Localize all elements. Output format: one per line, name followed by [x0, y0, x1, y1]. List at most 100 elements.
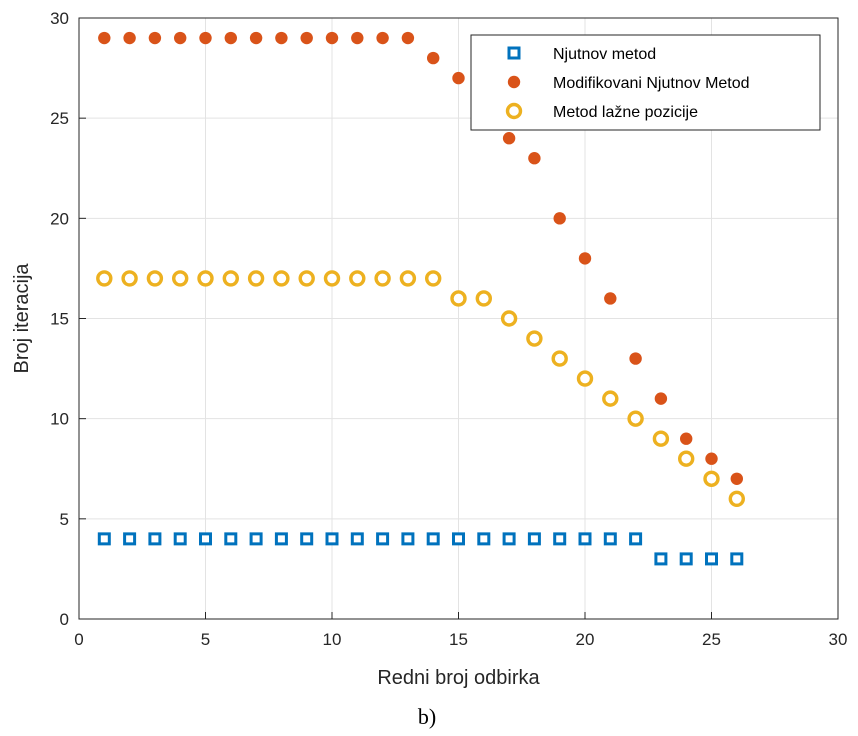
data-point	[98, 31, 111, 45]
data-point	[477, 532, 491, 546]
data-point	[450, 290, 467, 307]
data-point	[629, 532, 643, 546]
data-point	[629, 352, 642, 365]
data-point	[249, 532, 263, 546]
data-point	[123, 31, 136, 45]
data-point	[705, 452, 718, 465]
data-point	[654, 552, 668, 566]
axis-ticks: 0 5 10 15 20 25 30 0 5 10 15 20 25 30	[50, 9, 847, 649]
data-point	[274, 532, 288, 546]
series-3	[96, 270, 745, 507]
data-point	[553, 532, 567, 546]
data-point	[452, 71, 465, 85]
x-tick-label: 30	[829, 630, 848, 649]
legend-marker	[507, 75, 521, 89]
legend-marker	[507, 46, 521, 60]
data-point	[273, 270, 290, 287]
data-point	[730, 472, 743, 485]
data-point	[427, 51, 440, 65]
data-point	[173, 532, 187, 546]
data-point	[325, 532, 339, 546]
data-point	[323, 270, 341, 287]
data-point	[728, 490, 745, 507]
data-point	[174, 31, 187, 45]
data-point	[374, 270, 391, 287]
data-point	[604, 292, 617, 305]
data-point	[300, 532, 314, 546]
data-point	[349, 270, 366, 287]
y-tick-label: 25	[50, 109, 69, 128]
data-point	[603, 532, 617, 546]
data-point	[376, 532, 390, 546]
data-point	[502, 132, 516, 145]
y-axis-label: Broj iteracija	[11, 263, 33, 374]
legend-box	[470, 34, 821, 131]
data-point	[224, 532, 238, 546]
data-point	[500, 310, 518, 327]
x-axis-label: Redni broj odbirka	[377, 667, 540, 689]
figure-caption: b)	[418, 704, 436, 729]
data-point	[148, 31, 162, 45]
x-tick-label: 0	[74, 630, 83, 649]
data-point	[627, 410, 644, 427]
y-tick-label: 20	[50, 209, 69, 228]
x-tick-label: 10	[323, 630, 342, 649]
legend-label: Metod lažne pozicije	[553, 104, 698, 121]
data-point	[325, 31, 339, 45]
legend-label: Njutnov metod	[553, 46, 656, 63]
x-tick-label: 5	[201, 630, 210, 649]
data-point	[654, 392, 668, 405]
legend-label: Modifikovani Njutnov Metod	[553, 75, 750, 92]
y-tick-label: 10	[50, 410, 69, 429]
data-point	[703, 470, 720, 487]
data-point	[502, 532, 516, 546]
data-point	[528, 152, 541, 165]
y-tick-label: 5	[60, 510, 69, 529]
y-tick-label: 30	[50, 9, 69, 28]
data-point	[602, 390, 619, 407]
data-point	[148, 532, 162, 546]
data-point	[300, 31, 313, 45]
y-tick-label: 15	[50, 310, 69, 329]
data-point	[680, 432, 693, 445]
data-point	[452, 532, 465, 546]
data-point	[401, 31, 415, 45]
data-point	[199, 532, 212, 546]
data-point	[97, 532, 111, 546]
data-point	[222, 270, 240, 287]
data-point	[475, 290, 492, 307]
data-point	[123, 532, 137, 546]
legend: Njutnov metod Modifikovani Njutnov Metod M…	[470, 34, 821, 131]
data-point	[399, 270, 417, 287]
data-point	[298, 270, 315, 287]
data-point	[426, 532, 440, 546]
data-point	[705, 552, 718, 566]
data-point	[247, 270, 265, 287]
data-point	[576, 370, 594, 387]
data-point	[652, 430, 670, 447]
data-point	[146, 270, 164, 287]
data-point	[553, 212, 566, 225]
data-point	[679, 552, 693, 566]
data-point	[678, 450, 695, 467]
data-point	[730, 552, 744, 566]
data-point	[249, 31, 263, 45]
data-point	[121, 270, 138, 287]
data-point	[275, 31, 288, 45]
data-point	[578, 252, 592, 265]
x-tick-label: 15	[449, 630, 468, 649]
data-point	[376, 31, 389, 45]
data-point	[197, 270, 214, 287]
data-point	[224, 31, 237, 45]
data-marks	[96, 31, 745, 566]
y-tick-label: 0	[60, 610, 69, 629]
data-point	[527, 532, 541, 546]
data-point	[96, 270, 113, 287]
data-point	[551, 350, 568, 367]
data-point	[351, 31, 364, 45]
data-point	[401, 532, 415, 546]
x-tick-label: 25	[702, 630, 721, 649]
data-point	[199, 31, 212, 45]
series-1	[97, 532, 744, 566]
